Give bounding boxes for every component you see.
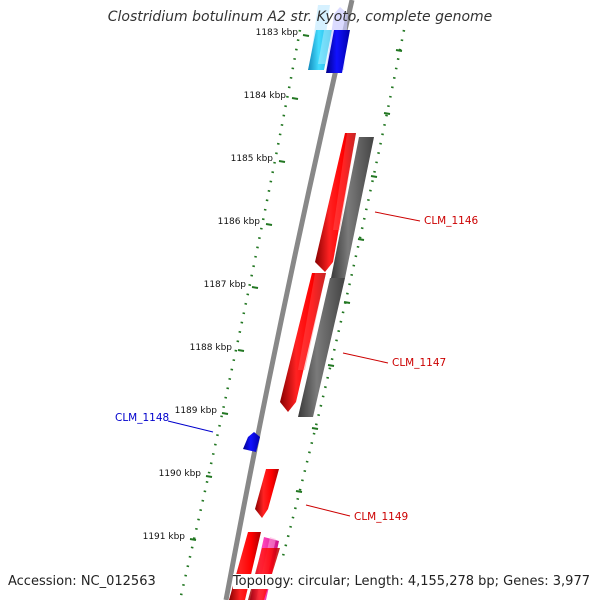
feature-top-cyan[interactable] [308, 5, 332, 70]
gene-clm-1148[interactable] [243, 432, 260, 452]
tick-label-1191: 1191 kbp [143, 532, 186, 542]
label-clm-1148[interactable]: CLM_1148 [115, 412, 169, 424]
tick-label-1184: 1184 kbp [244, 91, 287, 101]
tick-label-1189: 1189 kbp [175, 406, 218, 416]
label-clm-1146[interactable]: CLM_1146 [424, 215, 479, 227]
cds-clm-1149[interactable] [255, 469, 279, 518]
accession-text: Accession: NC_012563 [8, 574, 156, 589]
tick-label-1183: 1183 kbp [256, 28, 299, 38]
cds-clm-1146[interactable] [315, 133, 356, 272]
tick-label-1190: 1190 kbp [159, 469, 202, 479]
gene-clm-1147[interactable] [298, 278, 345, 417]
tick-label-1187: 1187 kbp [204, 280, 247, 290]
leader-clm-1146 [374, 211, 421, 222]
tick-label-1188: 1188 kbp [190, 343, 233, 353]
label-clm-1147[interactable]: CLM_1147 [392, 357, 446, 369]
leader-clm-1149 [305, 504, 351, 517]
topology-text: Topology: circular; Length: 4,155,278 bp… [232, 574, 590, 589]
leader-clm-1147 [342, 352, 389, 364]
leader-clm-1148 [167, 420, 214, 433]
map-title: Clostridium botulinum A2 str. Kyoto, com… [107, 9, 493, 25]
tick-label-1186: 1186 kbp [218, 217, 261, 227]
label-clm-1149[interactable]: CLM_1149 [354, 511, 408, 523]
ruler-left [178, 29, 302, 600]
gene-clm-1146[interactable] [331, 137, 374, 278]
ruler-right [280, 29, 406, 561]
ruler-right-ticks [295, 49, 403, 493]
backbone-line [223, 0, 355, 600]
feature-top-blue[interactable] [326, 7, 350, 73]
ruler-ticks [189, 34, 310, 541]
cds-clm-1147[interactable] [280, 273, 326, 412]
tick-label-1185: 1185 kbp [231, 154, 274, 164]
